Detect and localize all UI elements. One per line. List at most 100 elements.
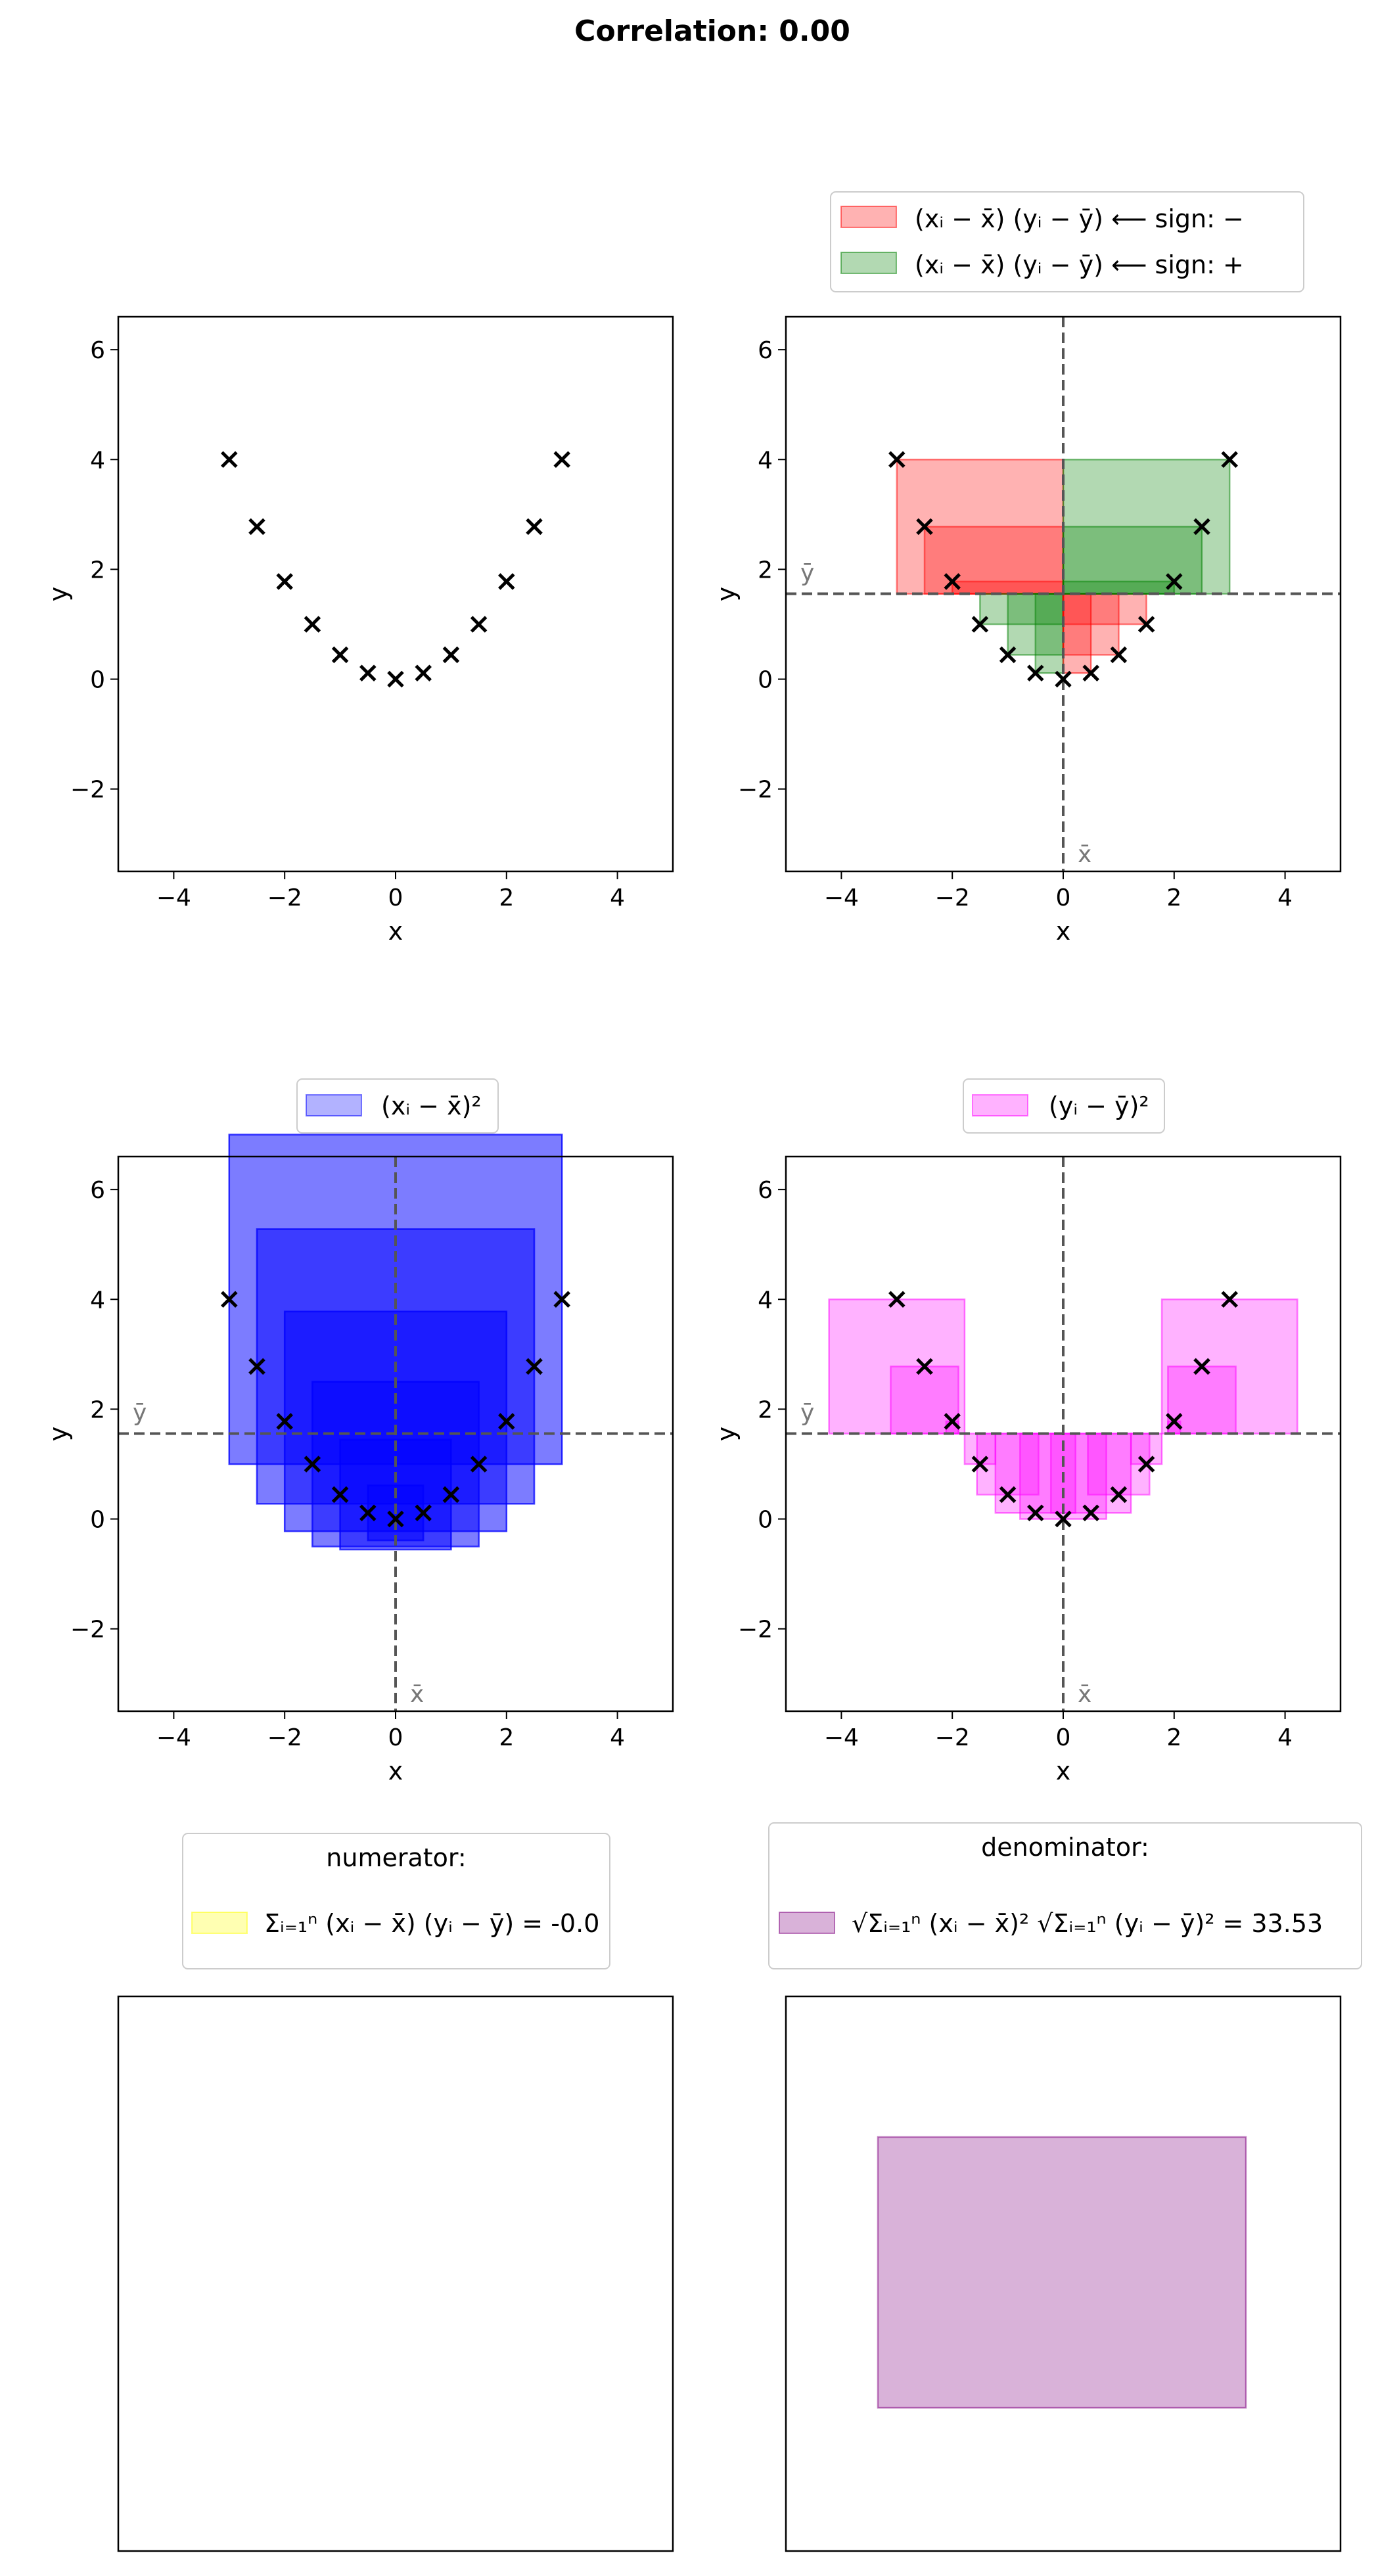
data-point [331,646,349,664]
y-tick-label: −2 [738,777,773,804]
x-tick-label: 4 [1277,885,1293,911]
data-point [1055,670,1072,688]
y-tick-label: 6 [758,337,773,364]
legend-denominator: denominator: √Σᵢ₌₁ⁿ (xᵢ − x̄)² √Σᵢ₌₁ⁿ (y… [768,1822,1362,1969]
data-point [359,1504,377,1522]
x-tick-label: 0 [388,885,403,911]
data-point [221,451,238,469]
data-point [526,1358,543,1375]
data-point [1193,1358,1210,1375]
data-point [916,1358,933,1375]
data-point [553,1291,570,1308]
cross-product-rect [1034,593,1065,674]
cross-product-rect [923,526,1065,595]
cross-product-rect [1062,593,1147,626]
data-point [1221,451,1238,469]
mean-x-label: x̄ [1078,841,1091,868]
data-point [304,616,321,633]
data-point [221,1291,238,1308]
legend-y-squares: (yᵢ − ȳ)² [963,1078,1165,1134]
x-tick-label: 2 [499,1724,514,1751]
axes-frame [117,315,674,873]
data-point [248,518,265,536]
legend-y-squares-label: (yᵢ − ȳ)² [1049,1092,1149,1120]
panel-x-squares: x̄ ȳ −4 −2 0 2 4 −2 0 2 4 6 x y [44,1134,674,1785]
x-tick-label: 0 [1056,1724,1071,1751]
data-point [944,1413,961,1430]
data-point [1027,664,1044,682]
x-tick-label: −4 [156,1724,191,1751]
data-point [442,646,460,664]
x-tick-label: 2 [1166,1724,1181,1751]
data-point [526,518,543,536]
y-axis-label: y [712,1427,741,1442]
legend-numerator: numerator: Σᵢ₌₁ⁿ (xᵢ − x̄) (yᵢ − ȳ) = -0… [182,1833,610,1969]
x-tick-label: 4 [1277,1724,1293,1751]
x-tick-label: −2 [935,1724,970,1751]
x-axis-label: x [1056,1757,1071,1785]
x-axis-label: x [1056,917,1071,946]
data-point [971,1456,989,1473]
data-point [498,573,515,590]
data-point [248,1358,265,1375]
y-square-rect [890,1366,959,1435]
panel-scatter: −4 −2 0 2 4 −2 0 2 4 6 x y [44,315,674,946]
data-point [999,1486,1017,1504]
data-point [331,1486,349,1504]
cross-product-rect [1062,459,1231,595]
data-point [387,670,404,688]
y-tick-label: 2 [758,1396,773,1423]
y-tick-label: 6 [90,337,105,364]
x-tick-label: −2 [935,885,970,911]
y-axis-label: y [44,587,73,602]
x-tick-label: 0 [388,1724,403,1751]
data-point [276,1413,293,1430]
y-square-rect [1130,1433,1163,1465]
y-axis-label: y [712,587,741,602]
data-point [1221,1291,1238,1308]
y-tick-label: 4 [90,1287,105,1314]
data-point [1082,664,1099,682]
y-tick-label: 0 [758,1507,773,1534]
data-point [916,518,933,536]
y-tick-label: 4 [758,1287,773,1314]
y-square-rect [1160,1299,1298,1435]
legend-cross-products: (xᵢ − x̄) (yᵢ − ȳ) ⟵ sign: − (xᵢ − x̄) (… [830,191,1304,292]
y-tick-label: 0 [90,1507,105,1534]
panel-cross-products: x̄ ȳ −4 −2 0 2 4 −2 0 2 4 6 x y [712,315,1342,946]
mean-y-label: ȳ [800,560,814,587]
y-tick-label: −2 [738,1617,773,1644]
panel-denominator [785,1995,1342,2552]
data-point [415,664,432,682]
x-tick-label: −4 [156,885,191,911]
y-tick-label: −2 [70,777,105,804]
x-axis-label: x [388,917,403,946]
legend-positive-label: (xᵢ − x̄) (yᵢ − ȳ) ⟵ sign: + [915,250,1244,279]
data-point [304,1456,321,1473]
mean-y-label: ȳ [800,1400,814,1427]
x-tick-label: 0 [1056,885,1071,911]
data-point [1137,1456,1155,1473]
data-point [1137,616,1155,633]
x-tick-label: −2 [267,885,302,911]
x-tick-label: −4 [824,885,859,911]
y-tick-label: 2 [90,557,105,584]
data-point [1166,573,1183,590]
data-point [1055,1510,1072,1528]
panel-numerator [117,1995,674,2552]
x-axis-label: x [388,1757,403,1785]
data-point [1166,1413,1183,1430]
data-point [888,1291,906,1308]
data-point [470,616,488,633]
x-tick-label: −2 [267,1724,302,1751]
data-point [971,616,989,633]
data-point [498,1413,515,1430]
legend-x-squares: (xᵢ − x̄)² [296,1078,499,1134]
data-point [415,1504,432,1522]
data-point [999,646,1017,664]
data-point [888,451,906,469]
x-tick-label: −4 [824,1724,859,1751]
y-tick-label: 4 [90,447,105,474]
x-tick-label: 2 [1166,885,1181,911]
